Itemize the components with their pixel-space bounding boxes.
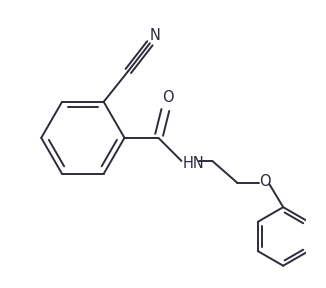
Text: HN: HN	[182, 156, 204, 171]
Text: O: O	[162, 90, 173, 105]
Text: O: O	[259, 174, 271, 189]
Text: N: N	[150, 28, 161, 43]
